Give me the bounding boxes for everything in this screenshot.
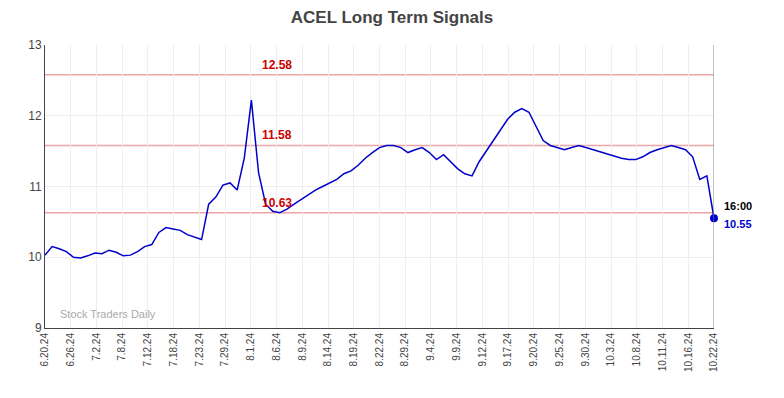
svg-text:8.9.24: 8.9.24 [297,333,308,361]
svg-text:10: 10 [28,250,42,264]
svg-text:7.12.24: 7.12.24 [142,333,153,367]
svg-text:9.25.24: 9.25.24 [554,333,565,367]
svg-text:9.9.24: 9.9.24 [451,333,462,361]
svg-text:ACEL Long Term Signals: ACEL Long Term Signals [291,8,493,27]
svg-text:7.2.24: 7.2.24 [91,333,102,361]
svg-text:9.20.24: 9.20.24 [528,333,539,367]
svg-text:9.30.24: 9.30.24 [580,333,591,367]
svg-text:10.11.24: 10.11.24 [657,333,668,372]
svg-text:8.19.24: 8.19.24 [348,333,359,367]
svg-text:10.63: 10.63 [262,196,292,210]
svg-text:16:00: 16:00 [724,200,752,212]
svg-text:11: 11 [29,180,42,194]
svg-text:9.4.24: 9.4.24 [425,333,436,361]
svg-text:12: 12 [28,109,42,123]
svg-text:12.58: 12.58 [262,58,292,72]
svg-text:8.14.24: 8.14.24 [322,333,333,367]
svg-text:Stock Traders Daily: Stock Traders Daily [60,308,156,320]
svg-text:10.55: 10.55 [724,218,752,230]
svg-text:7.29.24: 7.29.24 [219,333,230,367]
svg-text:10.22.24: 10.22.24 [708,333,719,372]
svg-text:8.1.24: 8.1.24 [245,333,256,361]
svg-text:9: 9 [35,321,42,335]
svg-text:9.17.24: 9.17.24 [502,333,513,367]
svg-text:8.6.24: 8.6.24 [271,333,282,361]
svg-text:10.8.24: 10.8.24 [631,333,642,367]
svg-text:9.12.24: 9.12.24 [477,333,488,367]
svg-text:10.3.24: 10.3.24 [605,333,616,367]
svg-text:6.26.24: 6.26.24 [65,333,76,367]
svg-text:7.18.24: 7.18.24 [168,333,179,367]
svg-text:7.23.24: 7.23.24 [194,333,205,367]
svg-text:8.22.24: 8.22.24 [374,333,385,367]
svg-text:10.16.24: 10.16.24 [683,333,694,372]
svg-text:7.8.24: 7.8.24 [116,333,127,361]
svg-text:11.58: 11.58 [262,128,292,142]
svg-text:8.29.24: 8.29.24 [399,333,410,367]
svg-text:13: 13 [28,38,42,52]
svg-text:6.20.24: 6.20.24 [39,333,50,367]
